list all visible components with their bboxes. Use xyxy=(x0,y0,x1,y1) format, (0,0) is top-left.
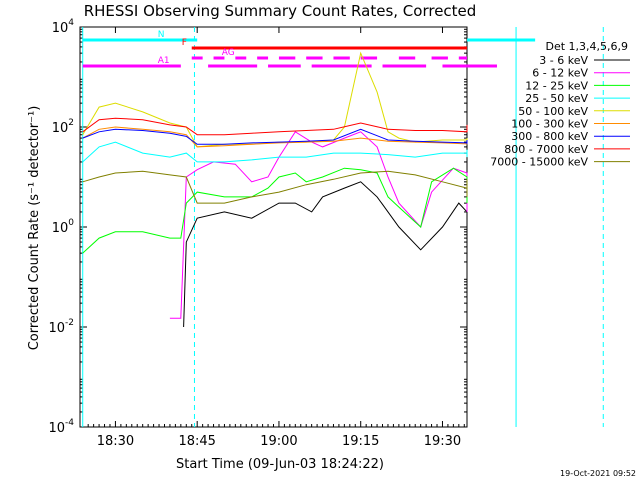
legend-label: 300 - 800 keV xyxy=(511,130,588,143)
x-tick-label: 19:15 xyxy=(342,434,379,449)
series-line xyxy=(82,167,468,254)
series-line xyxy=(82,117,468,136)
legend-label: 800 - 7000 keV xyxy=(504,143,588,156)
x-tick-label: 19:00 xyxy=(260,434,297,449)
x-tick-label: 19:30 xyxy=(424,434,461,449)
flag-label: N xyxy=(158,30,165,40)
y-tick-label: 102 xyxy=(52,118,74,136)
legend-label: 3 - 6 keV xyxy=(539,54,588,67)
legend-label: 7000 - 15000 keV xyxy=(490,156,588,169)
series-line xyxy=(169,131,468,319)
series-line xyxy=(82,170,468,204)
y-tick-label: 10-4 xyxy=(48,418,74,436)
timestamp: 19-Oct-2021 09:52 xyxy=(560,469,636,478)
x-tick-label: 18:45 xyxy=(178,434,215,449)
flag-label: F xyxy=(182,38,187,48)
legend-label: 100 - 300 keV xyxy=(511,118,588,131)
legend-label: 6 - 12 keV xyxy=(532,67,588,80)
series-line xyxy=(82,128,468,145)
series-line xyxy=(183,181,468,328)
legend-label: 50 - 100 keV xyxy=(518,105,588,118)
series-line xyxy=(82,141,468,163)
legend-label: 12 - 25 keV xyxy=(525,79,588,92)
y-axis-label: Corrected Count Rate (s⁻¹ detector⁻¹) xyxy=(27,106,42,351)
y-tick-label: 100 xyxy=(52,218,75,236)
flag-label: A1 xyxy=(158,56,170,66)
legend-title: Det 1,3,4,5,6,9 xyxy=(545,40,628,53)
x-tick-label: 18:30 xyxy=(97,434,134,449)
series-line xyxy=(82,126,468,148)
y-tick-label: 104 xyxy=(52,18,75,36)
x-axis-label: Start Time (09-Jun-03 18:24:22) xyxy=(176,457,384,472)
legend-label: 25 - 50 keV xyxy=(525,92,588,105)
flag-label: AG xyxy=(222,48,235,58)
plot-area xyxy=(79,26,468,428)
y-tick-label: 10-2 xyxy=(48,318,74,336)
chart-title: RHESSI Observing Summary Count Rates, Co… xyxy=(84,2,477,20)
